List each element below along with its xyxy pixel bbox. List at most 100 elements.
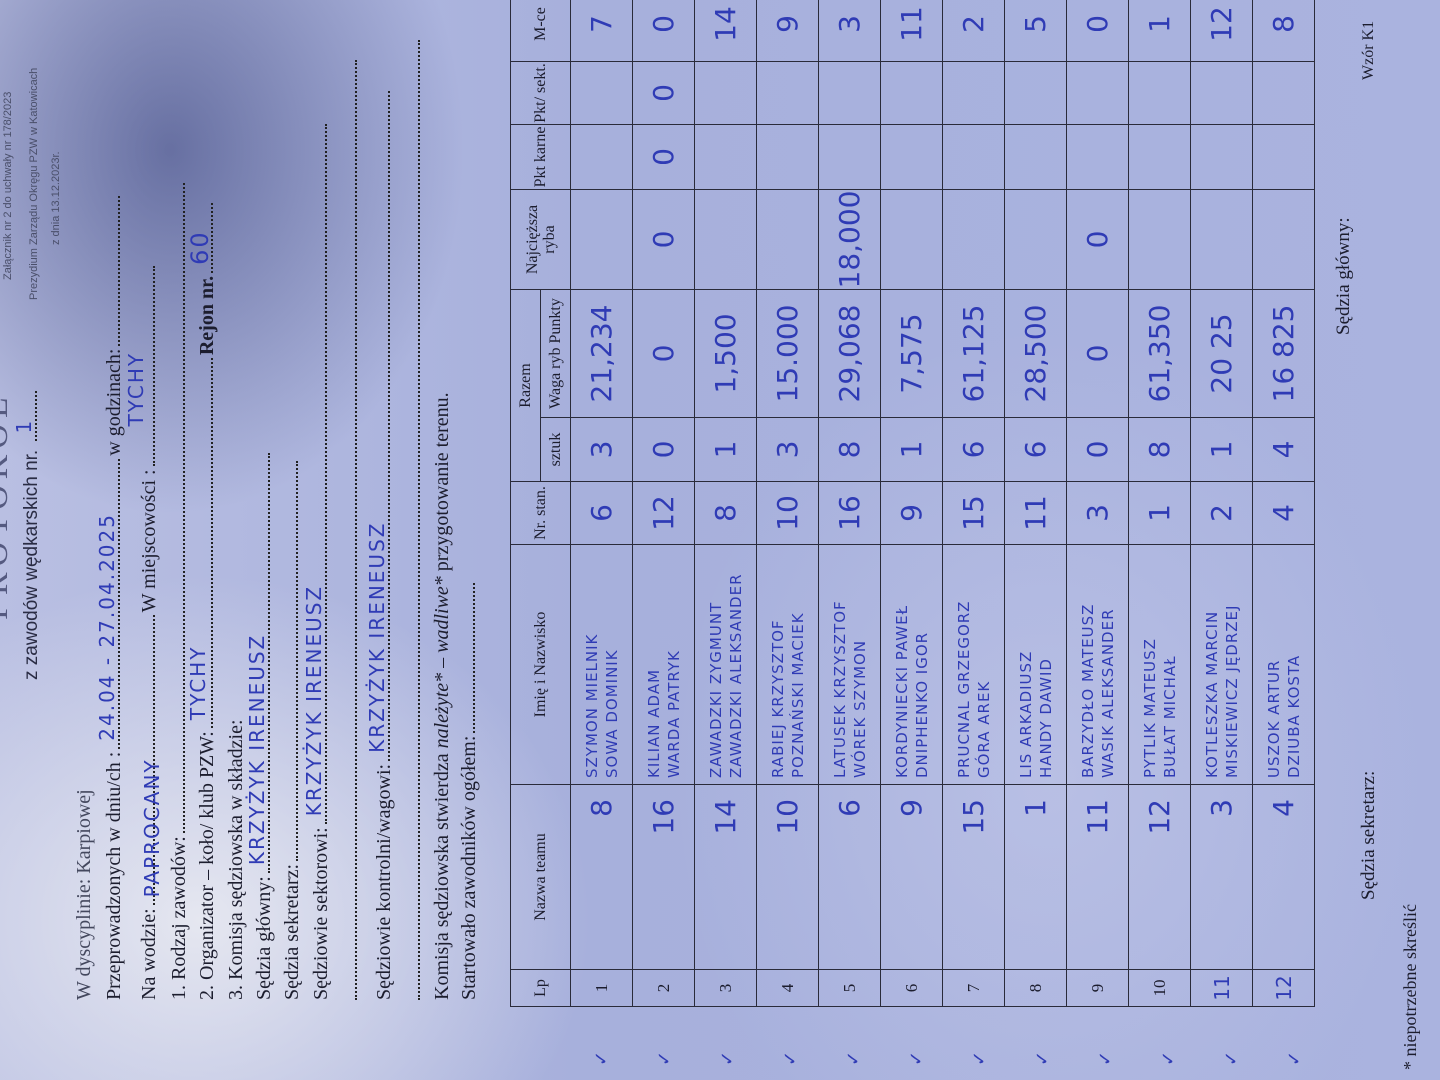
sector-pts-cell [880,61,943,125]
control-judges-label: Sędziowie kontrolni/wagowi: [373,763,395,1000]
header-team: Nazwa teamu [510,784,571,970]
sector-judges-field: KRZYŻYK IRENEUSZ [302,124,327,825]
heaviest-cell [1128,189,1191,290]
attachment-issuer: Prezydium Zarządu Okręgu PZW w Katowicac… [28,67,40,300]
table-row: 9 11 BARZYDŁO MATEUSZ WASIK ALEKSANDER 3 0 0 0 0 [1066,0,1129,1007]
sector-pts-cell [570,61,633,125]
station-cell: 15 [942,481,1005,545]
statement-bad: wadliwe* [431,576,453,653]
table-row: 5 6 LATUSEK KRZYSZTOF WÓREK SZYMON 16 8 29,068… [818,0,881,1007]
lp-cell: 5 [818,969,881,1007]
control-judges-field: KRZYŻYK IRENEUSZ [365,90,390,761]
table-row: 2 16 KILIAN ADAM WARDA PATRYK 12 0 0 0 0 0 0 [632,0,695,1007]
weight-cell: 21,234 [570,289,633,418]
participant-name: WASIK ALEKSANDER [1098,608,1117,779]
sector-judges-extra-field [337,60,357,1000]
participant-name: HANDY DAWID [1036,658,1055,778]
participant-name: KORDYNIECKI PAWEŁ [892,604,911,778]
table-row: 1 8 SZYMON MIELNIK SOWA DOMINIK 6 3 21,234 7 [570,0,633,1007]
control-judges-extra-field [400,40,420,1000]
participant-name: USZOK ARTUR [1264,659,1283,778]
chief-judge-line: Sędzia główny: KRZYŻYK IRENEUSZ [245,450,278,1000]
participant-name: RABIEJ KRZYSZTOF [768,619,787,778]
weight-cell: 28,500 [1004,289,1067,418]
attachment-note: Załącznik nr 2 do uchwały nr 178/2023 [2,91,14,280]
sector-pts-cell [1066,61,1129,125]
count-cell: 8 [1128,417,1191,482]
header-sector-pts: Pkt/ sekt. [510,61,571,125]
header-heaviest: Najcięższa ryba [510,189,571,290]
count-cell: 0 [1066,417,1129,482]
weight-cell: 20 25 [1190,289,1253,418]
place-cell: 2 [942,0,1005,62]
participant-name: ZAWADZKI ALEKSANDER [726,573,745,778]
participant-name: DZIUBA KOSTA [1284,654,1303,778]
table-row: 11 3 KOTLESZKA MARCIN MISKIEWICZ JĘDRZEJ 2 1 2… [1190,0,1253,1007]
penalty-cell: 0 [632,124,695,190]
lp-cell: 11 [1190,969,1253,1007]
weight-cell: 0 [632,289,695,418]
count-cell: 6 [1004,417,1067,482]
chief-signature-label: Sędzia główny: [1333,217,1354,335]
penalty-cell [1066,124,1129,190]
header-weight: Waga ryb Punkty [540,289,571,418]
header-lp: Lp [510,969,571,1007]
station-cell: 6 [570,481,633,545]
participant-name: BARZYDŁO MATEUSZ [1078,603,1097,778]
names-cell: BARZYDŁO MATEUSZ WASIK ALEKSANDER [1066,544,1129,785]
header-place: M-ce [510,0,571,62]
chief-judge-value: KRZYŻYK IRENEUSZ [245,633,269,866]
dates-label: Przeprowadzonych w dniu/ch : [103,751,125,1000]
sector-pts-cell [756,61,819,125]
team-cell: 1 [1004,784,1067,970]
station-cell: 12 [632,481,695,545]
team-cell: 15 [942,784,1005,970]
names-cell: KORDYNIECKI PAWEŁ DNIPHENKO IGOR [880,544,943,785]
participant-name: WÓREK SZYMON [850,639,869,778]
place-cell: 7 [570,0,633,62]
table-row: 4 10 RABIEJ KRZYSZTOF POZNAŃSKI MACIEK 10 3 15… [756,0,819,1007]
chief-judge-label: Sędzia główny: [253,876,275,1000]
participant-name: LATUSEK KRZYSZTOF [830,600,849,778]
station-cell: 11 [1004,481,1067,545]
heaviest-cell: 0 [1066,189,1129,290]
statement-ok: należyte* [431,672,453,749]
penalty-cell [942,124,1005,190]
check-mark-icon: ✓ [843,1050,864,1066]
names-cell: KOTLESZKA MARCIN MISKIEWICZ JĘDRZEJ [1190,544,1253,785]
region-label: Rejon nr. [196,275,218,356]
statement-line: Komisja sędziowska stwierdza należyte* –… [428,392,456,1000]
heaviest-cell: 0 [632,189,695,290]
team-cell: 10 [756,784,819,970]
hours-field [100,195,120,346]
count-cell: 3 [570,417,633,482]
weight-cell: 29,068 [818,289,881,418]
count-cell: 1 [880,417,943,482]
count-cell: 6 [942,417,1005,482]
type-line: 1. Rodzaj zawodów: [165,180,193,1000]
document-subtitle: z zawodów wędkarskich nr. 1 [12,389,43,680]
control-judges-value: KRZYŻYK IRENEUSZ [365,521,389,753]
weight-cell: 15.000 [756,289,819,418]
header-penalty: Pkt karne [510,124,571,190]
check-mark-icon: ✓ [1095,1050,1116,1066]
station-cell: 4 [1252,481,1315,545]
town-label: W miejscowości : [138,469,160,613]
hours-label: w godzinach: [103,348,125,456]
control-judges-line: Sędziowie kontrolni/wagowi: KRZYŻYK IRENE… [365,88,398,1000]
place-cell: 11 [880,0,943,62]
place-cell: 1 [1128,0,1191,62]
lp-cell: 10 [1128,969,1191,1007]
sector-judges-line: Sędziowie sektorowi: KRZYŻYK IRENEUSZ [302,121,335,1000]
secretary-label: Sędzia sekretarz: [281,863,303,1000]
participants-line: Startowało zawodników ogółem: [455,580,483,1000]
check-mark-icon: ✓ [1158,1050,1179,1066]
header-station: Nr. stan. [510,481,571,545]
penalty-cell [756,124,819,190]
lp-cell: 1 [570,969,633,1007]
organizer-line: 2. Organizator – koło/ klub PZW: TYCHY Rej… [186,200,221,1000]
check-mark-icon: ✓ [591,1050,612,1066]
count-cell: 1 [1190,417,1253,482]
sector-judges-value: KRZYŻYK IRENEUSZ [302,584,326,817]
